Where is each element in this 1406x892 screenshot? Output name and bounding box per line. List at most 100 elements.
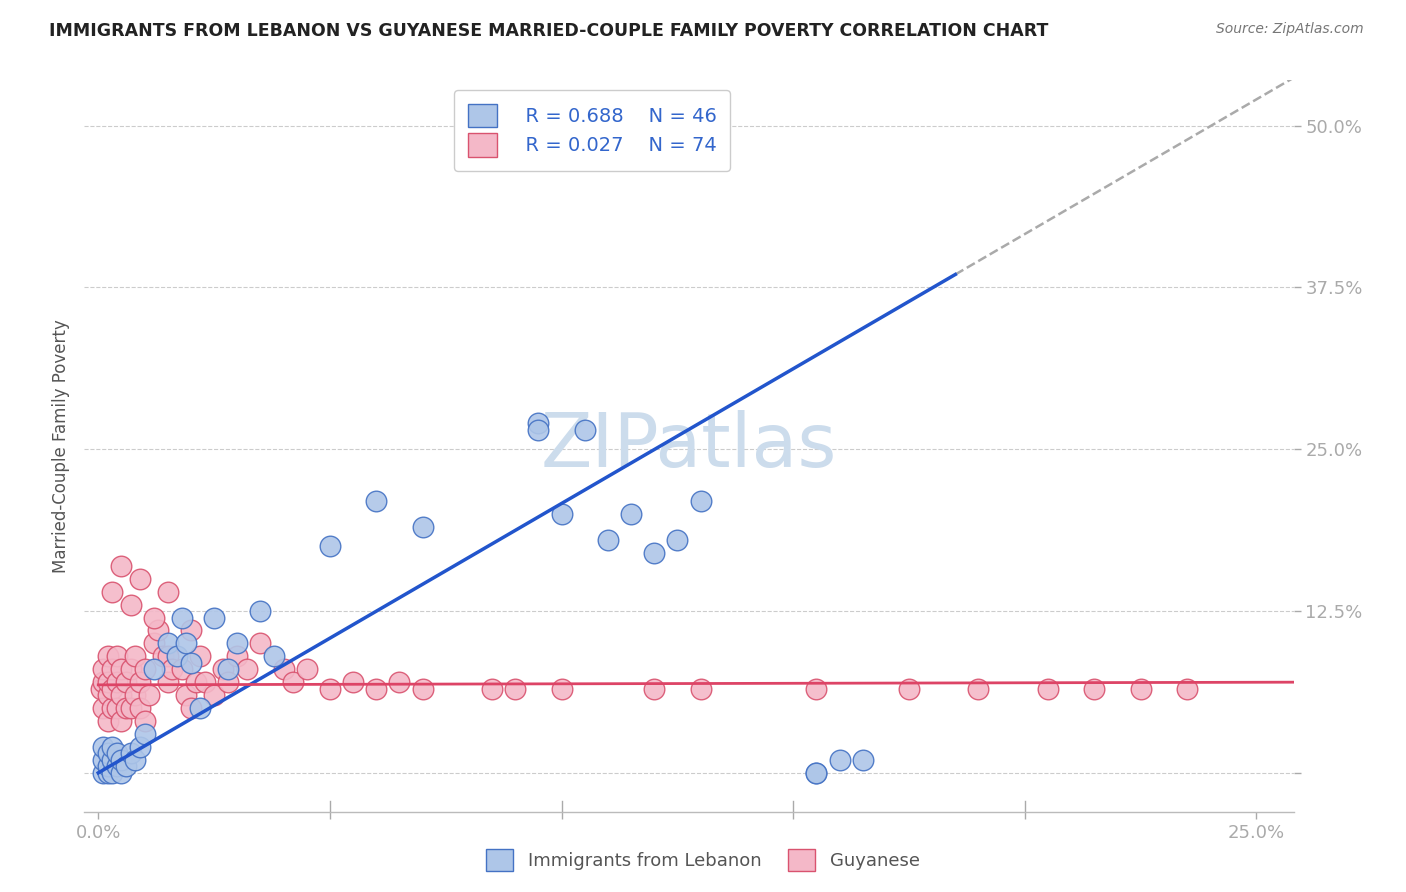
Point bbox=[152, 649, 174, 664]
Text: Source: ZipAtlas.com: Source: ZipAtlas.com bbox=[1216, 22, 1364, 37]
Point bbox=[134, 714, 156, 728]
Point bbox=[852, 753, 875, 767]
Point bbox=[96, 688, 118, 702]
Point bbox=[226, 649, 249, 664]
Point bbox=[596, 533, 619, 547]
Point bbox=[156, 675, 179, 690]
Point bbox=[806, 681, 828, 696]
Point bbox=[91, 739, 114, 754]
Point bbox=[503, 681, 526, 696]
Point bbox=[342, 675, 364, 690]
Point bbox=[148, 624, 170, 638]
Point bbox=[235, 662, 257, 676]
Point bbox=[124, 688, 146, 702]
Point bbox=[129, 675, 152, 690]
Point bbox=[105, 701, 128, 715]
Point bbox=[120, 662, 142, 676]
Point bbox=[115, 675, 138, 690]
Point bbox=[96, 759, 118, 773]
Point bbox=[226, 636, 249, 650]
Point bbox=[134, 727, 156, 741]
Point bbox=[217, 662, 239, 676]
Point bbox=[366, 681, 388, 696]
Point bbox=[194, 675, 217, 690]
Point bbox=[142, 636, 165, 650]
Point bbox=[412, 520, 434, 534]
Point bbox=[1036, 681, 1059, 696]
Point bbox=[142, 662, 165, 676]
Point bbox=[124, 649, 146, 664]
Point bbox=[101, 701, 124, 715]
Point bbox=[898, 681, 921, 696]
Point bbox=[527, 423, 550, 437]
Point bbox=[96, 747, 118, 761]
Point bbox=[1083, 681, 1105, 696]
Point bbox=[689, 681, 711, 696]
Point bbox=[96, 765, 118, 780]
Point bbox=[643, 681, 665, 696]
Point bbox=[319, 539, 342, 553]
Point bbox=[217, 675, 239, 690]
Point bbox=[96, 649, 118, 664]
Point bbox=[110, 753, 132, 767]
Point bbox=[273, 662, 295, 676]
Point bbox=[170, 662, 193, 676]
Point bbox=[202, 688, 225, 702]
Point bbox=[550, 507, 572, 521]
Point bbox=[620, 507, 643, 521]
Point bbox=[91, 662, 114, 676]
Point bbox=[967, 681, 990, 696]
Point bbox=[110, 714, 132, 728]
Point bbox=[249, 604, 271, 618]
Point bbox=[101, 584, 124, 599]
Point bbox=[110, 558, 132, 573]
Point bbox=[96, 714, 118, 728]
Point bbox=[574, 423, 596, 437]
Point bbox=[281, 675, 304, 690]
Point bbox=[174, 636, 197, 650]
Point bbox=[828, 753, 851, 767]
Point bbox=[249, 636, 271, 650]
Point bbox=[366, 494, 388, 508]
Point bbox=[263, 649, 285, 664]
Point bbox=[134, 662, 156, 676]
Point bbox=[550, 681, 572, 696]
Point bbox=[180, 701, 202, 715]
Point bbox=[184, 675, 207, 690]
Point bbox=[162, 662, 184, 676]
Point bbox=[170, 610, 193, 624]
Point bbox=[124, 753, 146, 767]
Point bbox=[319, 681, 342, 696]
Point bbox=[120, 701, 142, 715]
Point bbox=[166, 649, 188, 664]
Point bbox=[174, 688, 197, 702]
Point bbox=[156, 584, 179, 599]
Point bbox=[101, 739, 124, 754]
Point bbox=[412, 681, 434, 696]
Point bbox=[129, 701, 152, 715]
Point bbox=[689, 494, 711, 508]
Point bbox=[202, 610, 225, 624]
Point bbox=[110, 662, 132, 676]
Point bbox=[91, 753, 114, 767]
Point bbox=[481, 681, 503, 696]
Point bbox=[91, 701, 114, 715]
Point bbox=[806, 765, 828, 780]
Point bbox=[110, 688, 132, 702]
Point bbox=[91, 675, 114, 690]
Point bbox=[115, 759, 138, 773]
Point bbox=[188, 649, 211, 664]
Point bbox=[156, 649, 179, 664]
Point bbox=[91, 765, 114, 780]
Point bbox=[180, 624, 202, 638]
Point bbox=[527, 417, 550, 431]
Point bbox=[120, 747, 142, 761]
Point bbox=[1175, 681, 1198, 696]
Point bbox=[295, 662, 318, 676]
Text: IMMIGRANTS FROM LEBANON VS GUYANESE MARRIED-COUPLE FAMILY POVERTY CORRELATION CH: IMMIGRANTS FROM LEBANON VS GUYANESE MARR… bbox=[49, 22, 1049, 40]
Point bbox=[129, 739, 152, 754]
Point bbox=[156, 636, 179, 650]
Legend:   R = 0.688    N = 46,   R = 0.027    N = 74: R = 0.688 N = 46, R = 0.027 N = 74 bbox=[454, 90, 730, 170]
Point bbox=[101, 765, 124, 780]
Y-axis label: Married-Couple Family Poverty: Married-Couple Family Poverty bbox=[52, 319, 70, 573]
